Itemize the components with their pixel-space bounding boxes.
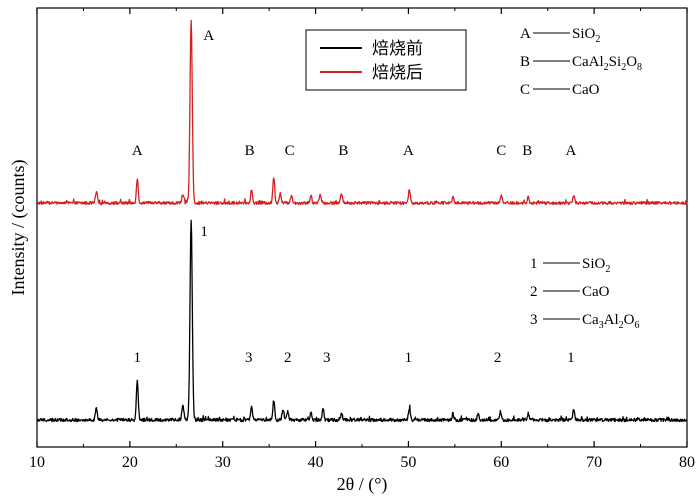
- phase-formula: SiO2: [572, 26, 600, 45]
- formula-subscript: 6: [635, 320, 640, 331]
- legend-label: 焙烧前: [372, 39, 423, 59]
- peak-label: C: [285, 143, 295, 159]
- x-tick-label: 80: [679, 454, 695, 471]
- series-group: [36, 19, 688, 206]
- formula-subscript: 2: [605, 264, 610, 275]
- peak-label: 1: [200, 224, 208, 240]
- x-tick-label: 70: [586, 454, 602, 471]
- peak-label: 3: [245, 350, 253, 366]
- formula-subscript: 2: [621, 62, 626, 73]
- y-axis-title: Intensity / (counts): [8, 160, 29, 296]
- phase-key-label: A: [520, 26, 531, 42]
- formula-part: Ca: [582, 312, 599, 328]
- x-tick-label: 10: [29, 454, 45, 471]
- formula-part: SiO: [582, 256, 606, 272]
- series-line: [36, 19, 688, 206]
- x-axis-title: 2θ / (°): [337, 474, 388, 495]
- legend-label: 焙烧后: [372, 63, 423, 83]
- peak-label: A: [132, 143, 143, 159]
- peak-label: A: [403, 143, 414, 159]
- phase-key-label: C: [520, 82, 530, 98]
- series-line: [36, 219, 688, 423]
- peak-label: 1: [567, 350, 575, 366]
- peak-label: 1: [405, 350, 413, 366]
- peak-label: B: [338, 143, 348, 159]
- formula-part: Si: [609, 54, 622, 70]
- formula-subscript: 3: [599, 320, 604, 331]
- formula-part: O: [624, 312, 635, 328]
- phase-formula: Ca3Al2O6: [582, 312, 640, 331]
- formula-part: O: [626, 54, 637, 70]
- x-tick-label: 40: [308, 454, 324, 471]
- peak-label: A: [203, 28, 214, 44]
- phase-formula: CaO: [582, 284, 610, 300]
- formula-subscript: 2: [595, 34, 600, 45]
- peak-label: C: [496, 143, 506, 159]
- phase-formula: CaO: [572, 82, 600, 98]
- formula-part: Al: [604, 312, 619, 328]
- formula-part: CaO: [582, 284, 610, 300]
- formula-part: SiO: [572, 26, 596, 42]
- series-group: [36, 219, 688, 423]
- phase-key-label: 2: [530, 284, 538, 300]
- formula-part: CaAl: [572, 54, 604, 70]
- phase-formula: CaAl2Si2O8: [572, 54, 642, 73]
- peak-label: A: [565, 143, 576, 159]
- phase-key-label: 3: [530, 312, 538, 328]
- formula-subscript: 2: [604, 62, 609, 73]
- peak-label: 2: [284, 350, 292, 366]
- peak-label: 1: [134, 350, 142, 366]
- legend-box: [305, 29, 467, 91]
- peak-label: B: [522, 143, 532, 159]
- x-tick-label: 60: [493, 454, 509, 471]
- phase-key-label: 1: [530, 256, 538, 272]
- peak-label: 3: [323, 350, 331, 366]
- peak-label: 2: [494, 350, 502, 366]
- phase-formula: SiO2: [582, 256, 610, 275]
- formula-subscript: 8: [637, 62, 642, 73]
- formula-subscript: 2: [619, 320, 624, 331]
- x-tick-label: 20: [122, 454, 138, 471]
- peak-label: B: [245, 143, 255, 159]
- formula-part: CaO: [572, 82, 600, 98]
- x-tick-label: 50: [400, 454, 416, 471]
- phase-key-label: B: [520, 54, 530, 70]
- x-tick-label: 30: [215, 454, 231, 471]
